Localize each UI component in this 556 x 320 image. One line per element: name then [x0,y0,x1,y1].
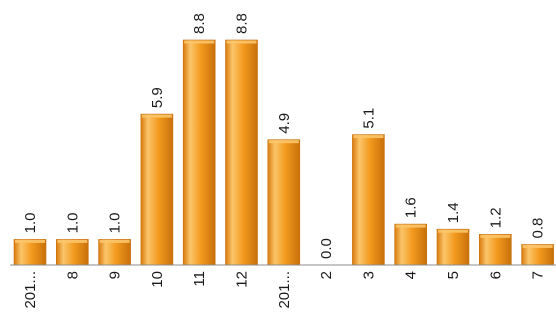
bar-11 [478,234,512,266]
tick-label-7: 2 [318,271,335,279]
bar-9 [394,223,428,266]
value-label-6: 4.9 [276,113,293,134]
bar-highlight-4 [184,40,215,44]
tick-label-6: 201... [276,271,293,309]
bars-group [13,39,554,266]
bar-6 [267,139,301,266]
tick-label-2: 9 [107,271,124,279]
bar-highlight-9 [395,224,426,228]
tick-label-12: 7 [530,271,547,279]
bar-0 [13,239,47,266]
value-label-8: 5.1 [360,108,377,129]
value-label-5: 8.8 [234,13,251,34]
bar-highlight-2 [99,239,130,243]
bar-highlight-8 [353,135,384,139]
bar-highlight-1 [57,239,88,243]
tick-label-5: 12 [234,271,251,288]
tick-label-4: 11 [191,271,208,287]
value-label-11: 1.2 [487,207,504,228]
tick-label-9: 4 [403,271,420,279]
bar-3 [140,113,174,266]
bar-2 [98,239,131,266]
value-label-7: 0.0 [318,238,335,259]
tick-label-10: 5 [445,271,462,279]
bar-10 [436,228,470,266]
value-label-12: 0.8 [530,218,547,239]
tick-label-0: 201... [22,271,39,309]
value-label-2: 1.0 [107,213,124,234]
tick-label-1: 8 [64,271,81,279]
bar-highlight-0 [15,239,45,243]
value-label-4: 8.8 [191,13,208,34]
value-label-3: 5.9 [149,87,166,108]
bar-highlight-3 [141,114,172,118]
bar-4 [182,39,216,266]
value-label-9: 1.6 [403,197,420,218]
bar-highlight-10 [438,229,468,233]
tick-label-8: 3 [360,271,377,279]
bar-highlight-12 [522,245,553,248]
value-labels-group: 1.0 1.0 1.0 5.9 8.8 8.8 4.9 0.0 5.1 1.6 1.4 1.2 0.8 [22,13,547,259]
bar-highlight-11 [480,234,511,238]
value-label-10: 1.4 [445,202,462,223]
bar-highlight-5 [226,40,257,44]
bar-highlight-6 [268,140,299,144]
tick-label-11: 6 [487,271,504,279]
value-label-1: 1.0 [64,213,81,234]
bar-8 [352,134,385,266]
tick-label-3: 10 [149,271,166,288]
value-label-0: 1.0 [22,213,39,234]
bar-1 [55,239,89,266]
tick-labels-group: 201... 8 9 10 11 12 201... 2 3 4 5 6 7 [22,271,547,309]
bar-5 [225,39,258,266]
